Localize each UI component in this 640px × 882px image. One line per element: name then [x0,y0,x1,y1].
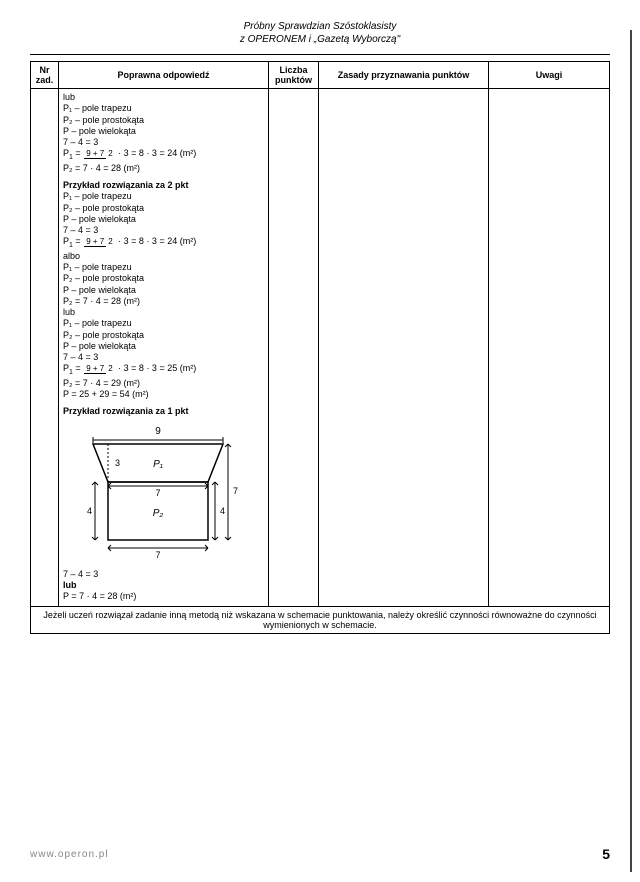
eq-7m4-e: 7 – 4 = 3 [63,569,264,580]
content-row: lub P₁ – pole trapezu P₂ – pole prostoką… [31,89,610,607]
svg-text:P₁: P₁ [153,459,163,470]
svg-text:4: 4 [220,506,225,516]
th-notes: Uwagi [489,62,610,89]
header-divider [30,54,610,55]
svg-text:7: 7 [155,488,160,498]
p-def-d: P – pole wielokąta [63,341,264,352]
page-edge [630,30,632,872]
p2-def-d: P₂ – pole prostokąta [63,330,264,341]
eq-7m4: 7 – 4 = 3 [63,137,264,148]
eq-p2-28-c: P₂ = 7 · 4 = 28 (m²) [63,296,264,307]
svg-text:9: 9 [155,426,161,437]
header-line1: Próbny Sprawdzian Szóstoklasisty [30,20,610,33]
svg-text:7: 7 [233,486,238,496]
eq-p-28: P = 7 · 4 = 28 (m²) [63,591,264,602]
eq-p-54: P = 25 + 29 = 54 (m²) [63,389,264,400]
eq-7m4-b: 7 – 4 = 3 [63,225,264,236]
trapezoid-diagram: 9 P₁ 3 7 P₂ 4 4 7 [63,422,264,565]
p-def-b: P – pole wielokąta [63,214,264,225]
footnote-row: Jeżeli uczeń rozwiązał zadanie inną meto… [31,606,610,633]
th-rules: Zasady przyznawania punktów [319,62,489,89]
eq-p1-25: P1 = 9 + 72 · 3 = 8 · 3 = 25 (m²) [63,363,264,378]
th-pts: Liczba punktów [269,62,319,89]
page-number: 5 [602,846,610,862]
label-albo: albo [63,251,264,262]
eq-p2-28: P₂ = 7 · 4 = 28 (m²) [63,163,264,174]
label-lub-e: lub [63,580,77,590]
eq-p2-29: P₂ = 7 · 4 = 29 (m²) [63,378,264,389]
p-def: P – pole wielokąta [63,126,264,137]
cell-answer: lub P₁ – pole trapezu P₂ – pole prostoką… [59,89,269,607]
footnote-cell: Jeżeli uczeń rozwiązał zadanie inną meto… [31,606,610,633]
p1-def-c: P₁ – pole trapezu [63,262,264,273]
p-def-c: P – pole wielokąta [63,285,264,296]
eq-p1-24: P1 = 9 + 72 · 3 = 8 · 3 = 24 (m²) [63,148,264,163]
eq-7m4-d: 7 – 4 = 3 [63,352,264,363]
p1-def: P₁ – pole trapezu [63,103,264,114]
cell-notes [489,89,610,607]
th-nr: Nr zad. [31,62,59,89]
svg-text:7: 7 [155,550,160,560]
p2-def: P₂ – pole prostokąta [63,115,264,126]
page-footer: www.operon.pl 5 [30,846,610,862]
label-lub-c: lub [63,307,264,318]
page-header: Próbny Sprawdzian Szóstoklasisty z OPERO… [30,20,610,46]
table-header-row: Nr zad. Poprawna odpowiedź Liczba punktó… [31,62,610,89]
svg-text:4: 4 [87,506,92,516]
p1-def-b: P₁ – pole trapezu [63,191,264,202]
heading-1pkt: Przykład rozwiązania za 1 pkt [63,406,189,416]
label-lub: lub [63,92,264,103]
heading-2pkt: Przykład rozwiązania za 2 pkt [63,180,189,190]
svg-text:P₂: P₂ [153,508,164,519]
footer-url: www.operon.pl [30,849,109,860]
cell-pts [269,89,319,607]
eq-p1-24-b: P1 = 9 + 72 · 3 = 8 · 3 = 24 (m²) [63,236,264,251]
header-line2: z OPERONEM i „Gazetą Wyborczą" [30,33,610,46]
p1-def-d: P₁ – pole trapezu [63,318,264,329]
p2-def-c: P₂ – pole prostokąta [63,273,264,284]
cell-rules [319,89,489,607]
p2-def-b: P₂ – pole prostokąta [63,203,264,214]
cell-nr [31,89,59,607]
svg-text:3: 3 [115,458,120,468]
th-odp: Poprawna odpowiedź [59,62,269,89]
grading-table: Nr zad. Poprawna odpowiedź Liczba punktó… [30,61,610,634]
